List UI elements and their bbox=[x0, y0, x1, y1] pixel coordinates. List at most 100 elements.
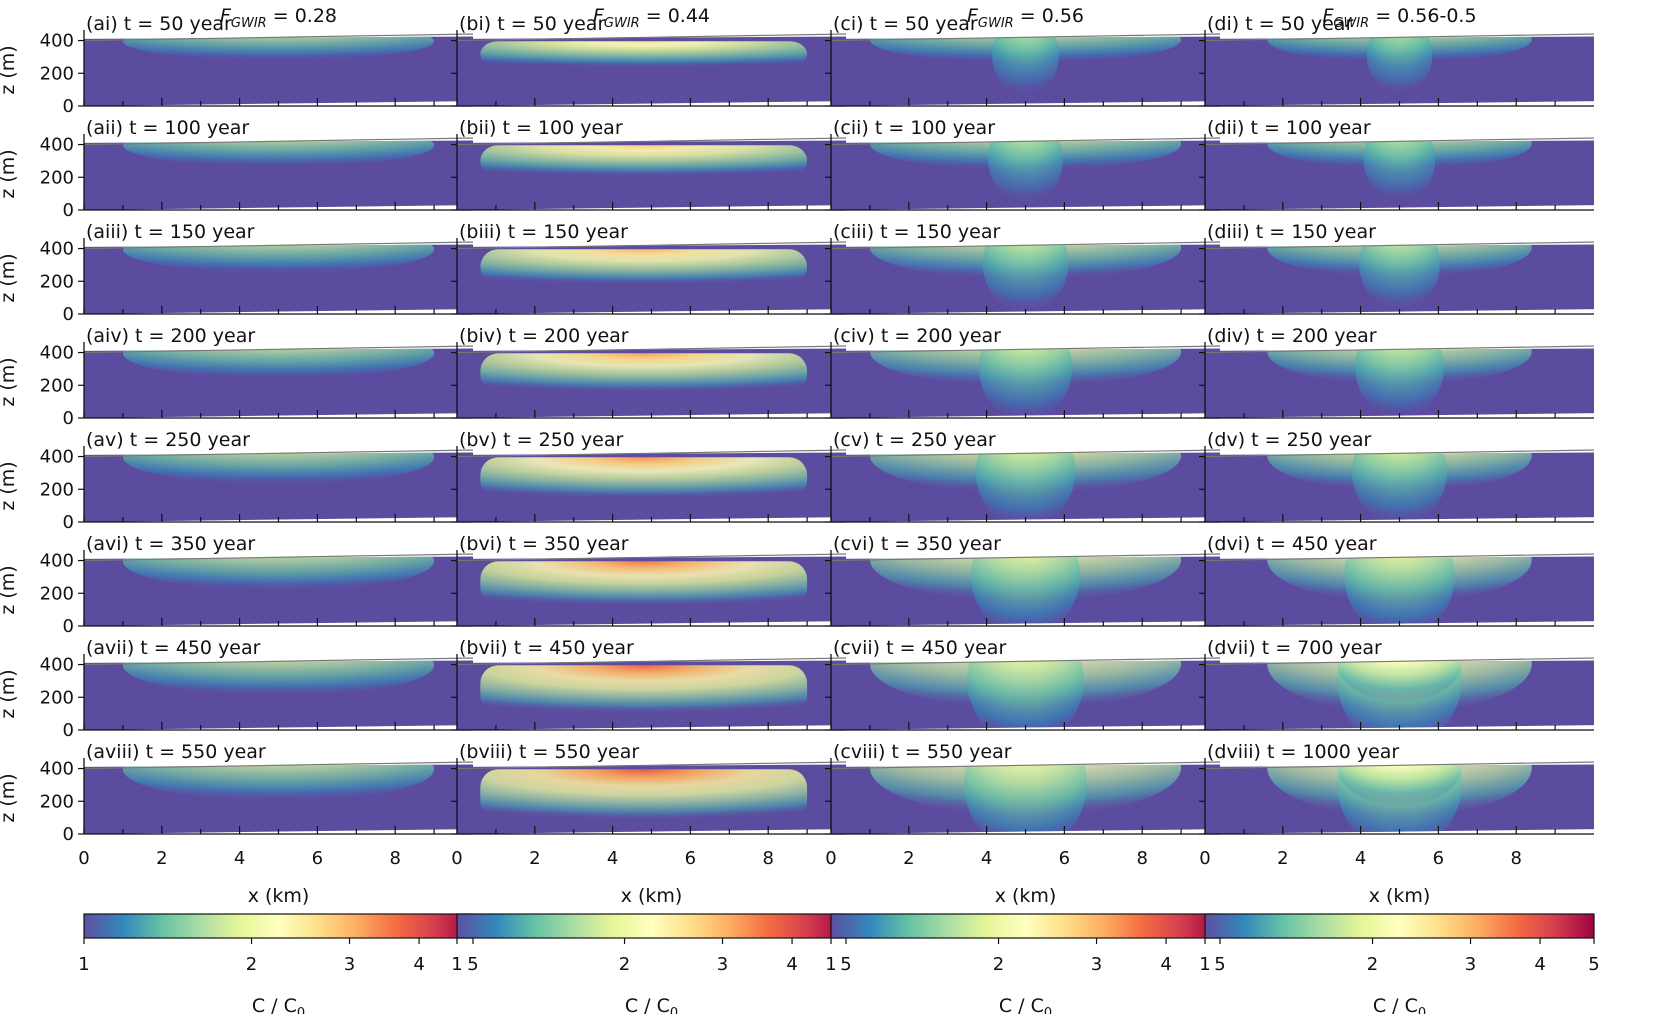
plume-0 bbox=[122, 660, 435, 697]
colorbar-c: 1 2 3 4 5 C / C0 bbox=[825, 913, 1226, 1014]
panel-label: (biv) t = 200 year bbox=[459, 325, 629, 347]
plume-1 bbox=[1359, 244, 1440, 310]
panel-c-7: (cvii) t = 450 year bbox=[825, 637, 1221, 731]
x-tick-label: 4 bbox=[234, 848, 245, 869]
x-tick-label: 0 bbox=[825, 848, 836, 869]
x-axis-d: 0 2 4 6 8 x (km) bbox=[1199, 848, 1522, 907]
surface-line bbox=[830, 137, 1221, 146]
y-tick-label: 400 bbox=[40, 447, 74, 468]
colorbar-tick-label: 4 bbox=[1534, 954, 1545, 975]
panel-a-6: 0 200 400 z (m) (avi) t = 350 year bbox=[0, 533, 474, 637]
panel-label: (bv) t = 250 year bbox=[459, 429, 623, 451]
surface-line bbox=[1204, 241, 1595, 250]
y-tick-label: 200 bbox=[40, 63, 74, 84]
concentration-field bbox=[831, 36, 1220, 106]
y-tick-label: 200 bbox=[40, 271, 74, 292]
panel-label: (bi) t = 50 year bbox=[459, 13, 605, 35]
colorbar-tick-label: 1 bbox=[78, 954, 89, 975]
colorbar-tick-label: 3 bbox=[1465, 954, 1476, 975]
concentration-field bbox=[84, 660, 473, 730]
colorbar-bar bbox=[456, 913, 847, 939]
x-tick-label: 8 bbox=[389, 848, 400, 869]
colorbar-bar bbox=[830, 913, 1221, 939]
panel-label: (div) t = 200 year bbox=[1207, 325, 1377, 347]
colorbar-d: 1 2 3 4 5 C / C0 bbox=[1199, 913, 1600, 1014]
panel-c-3: (ciii) t = 150 year bbox=[825, 221, 1221, 315]
concentration-field bbox=[831, 452, 1220, 523]
y-tick-label: 400 bbox=[40, 343, 74, 364]
surface-line bbox=[456, 345, 847, 354]
panel-grid: 0 200 400 z (m) (ai) t = 50 year (bi) t = 50 … bbox=[0, 13, 1595, 845]
surface-line bbox=[456, 761, 847, 770]
plume-0 bbox=[122, 140, 435, 168]
panel-label: (dviii) t = 1000 year bbox=[1207, 741, 1399, 763]
colorbar-bar bbox=[83, 913, 474, 939]
colorbar-tick-label: 3 bbox=[717, 954, 728, 975]
concentration-field bbox=[457, 452, 846, 522]
plume-0 bbox=[480, 769, 808, 821]
concentration-field bbox=[457, 140, 846, 210]
y-axis-label: z (m) bbox=[0, 357, 19, 406]
panel-label: (avii) t = 450 year bbox=[86, 637, 261, 659]
x-axes: 0 2 4 6 8 x (km) 0 2 4 6 8 x (km) 0 2 4 6 8 x (km) 0 2 4 6 8 x … bbox=[78, 848, 1522, 907]
panel-label: (cv) t = 250 year bbox=[833, 429, 996, 451]
panel-label: (cii) t = 100 year bbox=[833, 117, 995, 139]
panel-a-4: 0 200 400 z (m) (aiv) t = 200 year bbox=[0, 325, 474, 429]
column-title-d: FGWIR = 0.56-0.5 bbox=[1322, 5, 1476, 31]
y-axis-label: z (m) bbox=[0, 45, 19, 94]
panel-label: (civ) t = 200 year bbox=[833, 325, 1001, 347]
surface-line bbox=[83, 241, 474, 250]
plume-1 bbox=[978, 348, 1073, 419]
y-axis-label: z (m) bbox=[0, 669, 19, 718]
column-title-subscript: GWIR bbox=[604, 16, 640, 31]
plume-0 bbox=[480, 145, 808, 177]
panel-d-2: (dii) t = 100 year bbox=[1199, 117, 1595, 211]
surface-line bbox=[1204, 137, 1595, 146]
colorbar-tick-label: 5 bbox=[467, 954, 478, 975]
y-tick-label: 200 bbox=[40, 375, 74, 396]
surface-line bbox=[1204, 33, 1595, 42]
panel-label: (bii) t = 100 year bbox=[459, 117, 623, 139]
panel-d-6: (dvi) t = 450 year bbox=[1199, 533, 1595, 627]
y-tick-label: 400 bbox=[40, 239, 74, 260]
column-titles: FGWIR = 0.28 FGWIR = 0.44 FGWIR = 0.56 FGWI… bbox=[220, 5, 1477, 31]
plume-0 bbox=[480, 249, 808, 285]
x-tick-label: 8 bbox=[1136, 848, 1147, 869]
panel-label: (dvi) t = 450 year bbox=[1207, 533, 1377, 555]
panel-label: (av) t = 250 year bbox=[86, 429, 250, 451]
x-tick-label: 8 bbox=[762, 848, 773, 869]
colorbar-bar bbox=[1204, 913, 1595, 939]
surface-line bbox=[83, 137, 474, 146]
surface-line bbox=[1204, 657, 1595, 666]
panel-label: (aii) t = 100 year bbox=[86, 117, 249, 139]
surface-line bbox=[456, 137, 847, 146]
colorbar-tick-label: 2 bbox=[1367, 954, 1378, 975]
x-tick-label: 4 bbox=[607, 848, 618, 869]
plume-0 bbox=[122, 556, 435, 591]
surface-line bbox=[456, 33, 847, 42]
panel-label: (bvii) t = 450 year bbox=[459, 637, 634, 659]
colorbar-label-main: C / C bbox=[625, 995, 670, 1014]
plume-2 bbox=[1337, 660, 1462, 702]
panel-label: (bvi) t = 350 year bbox=[459, 533, 629, 555]
panel-label: (di) t = 50 year bbox=[1207, 13, 1353, 35]
colorbar-label: C / C0 bbox=[625, 995, 678, 1014]
surface-line bbox=[1204, 761, 1595, 770]
surface-line bbox=[83, 33, 474, 42]
colorbar-label-sub: 0 bbox=[1418, 1006, 1426, 1014]
colorbar-tick-label: 3 bbox=[1091, 954, 1102, 975]
colorbar-label-sub: 0 bbox=[1044, 1006, 1052, 1014]
y-tick-label: 200 bbox=[40, 583, 74, 604]
colorbar-tick-label: 4 bbox=[786, 954, 797, 975]
concentration-field bbox=[1205, 244, 1594, 314]
column-title-value: = 0.56-0.5 bbox=[1369, 5, 1476, 27]
panel-label: (aiv) t = 200 year bbox=[86, 325, 255, 347]
panel-d-3: (diii) t = 150 year bbox=[1199, 221, 1595, 315]
x-axis-c: 0 2 4 6 8 x (km) bbox=[825, 848, 1148, 907]
column-title-b: FGWIR = 0.44 bbox=[593, 5, 710, 31]
plume-0 bbox=[480, 665, 808, 714]
colorbar-tick-label: 1 bbox=[825, 954, 836, 975]
colorbar-tick-label: 4 bbox=[1160, 954, 1171, 975]
y-tick-label: 200 bbox=[40, 687, 74, 708]
colorbar-label-main: C / C bbox=[1373, 995, 1418, 1014]
